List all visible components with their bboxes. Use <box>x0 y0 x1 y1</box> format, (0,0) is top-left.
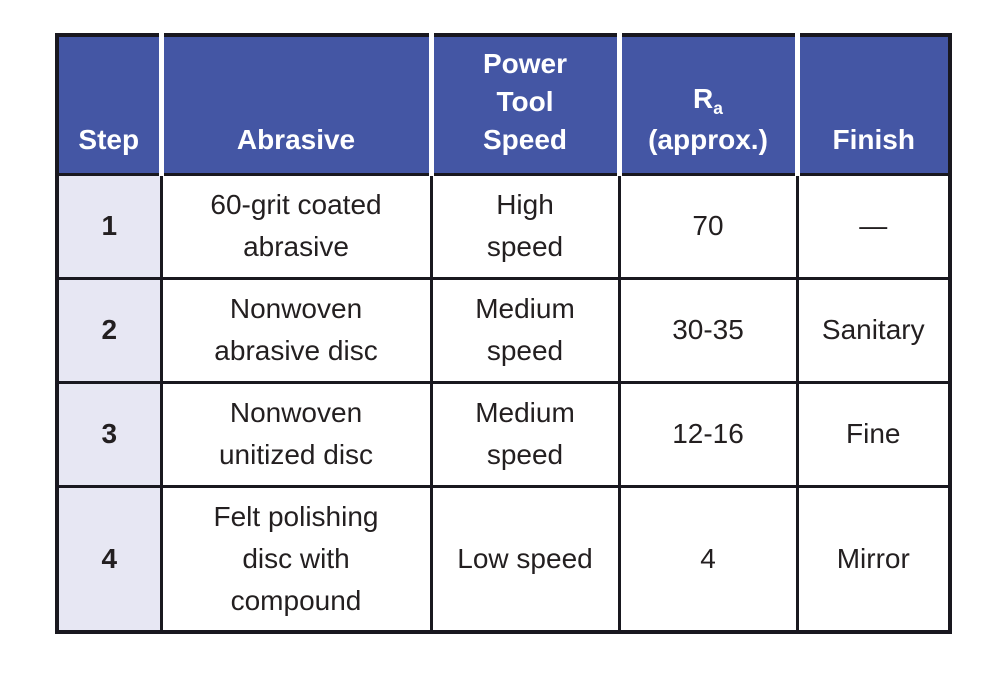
speed-cell: Medium speed <box>429 276 621 384</box>
finish-cell: Mirror <box>795 484 952 634</box>
ra-cell: 30-35 <box>617 276 799 384</box>
header-abrasive: Abrasive <box>158 35 431 176</box>
finish-cell: Sanitary <box>795 276 952 384</box>
speed-cell: High speed <box>429 172 621 280</box>
header-step: Step <box>57 35 161 176</box>
finish-cell: — <box>795 172 952 280</box>
ra-cell: 70 <box>617 172 799 280</box>
table-row: 3 Nonwoven unitized disc Medium speed 12… <box>55 380 952 488</box>
table-row: 2 Nonwoven abrasive disc Medium speed 30… <box>55 276 952 384</box>
table-row: 4 Felt polishing disc with compound Low … <box>55 484 952 634</box>
ra-cell: 12-16 <box>617 380 799 488</box>
finish-cell: Fine <box>795 380 952 488</box>
abrasive-cell: Nonwoven unitized disc <box>159 380 433 488</box>
step-number-cell: 2 <box>55 276 163 384</box>
table-row: 1 60-grit coated abrasive High speed 70 … <box>55 172 952 280</box>
step-number-cell: 1 <box>55 172 163 280</box>
ra-symbol: R <box>693 83 714 115</box>
ra-approx-label: (approx.) <box>648 123 768 155</box>
ra-cell: 4 <box>617 484 799 634</box>
speed-cell: Low speed <box>429 484 621 634</box>
ra-subscript: a <box>713 98 723 119</box>
abrasive-cell: 60-grit coated abrasive <box>159 172 433 280</box>
table-header-row: Step Abrasive Power Tool Speed Ra (approx… <box>57 35 950 176</box>
step-number-cell: 4 <box>55 484 163 634</box>
finishing-steps-table: Step Abrasive Power Tool Speed Ra (approx… <box>55 33 952 634</box>
header-power-tool-speed: Power Tool Speed <box>428 35 619 176</box>
abrasive-cell: Nonwoven abrasive disc <box>159 276 433 384</box>
header-ra-approx: Ra (approx.) <box>616 35 797 176</box>
header-finish: Finish <box>794 35 950 176</box>
step-number-cell: 3 <box>55 380 163 488</box>
abrasive-cell: Felt polishing disc with compound <box>159 484 433 634</box>
speed-cell: Medium speed <box>429 380 621 488</box>
